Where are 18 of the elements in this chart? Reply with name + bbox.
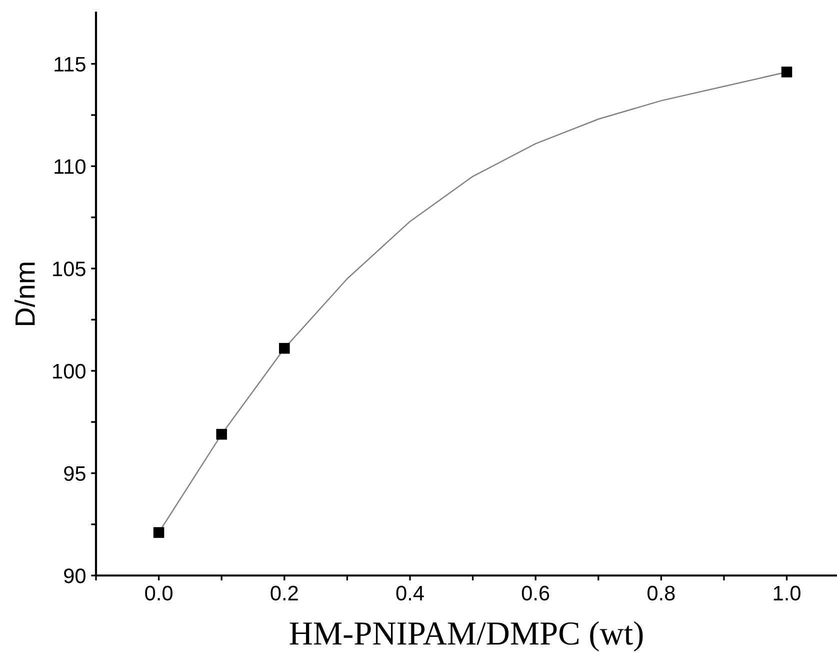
x-tick-label: 1.0 (774, 586, 800, 601)
y-tick-label: 95 (64, 466, 86, 481)
y-tick-label: 110 (54, 159, 86, 174)
point (279, 342, 290, 354)
y-tick-label: 90 (64, 568, 86, 584)
point (781, 66, 792, 78)
x-tick-label: 0.6 (522, 586, 550, 601)
x-tick-label: 0.4 (396, 586, 424, 601)
x-tick-label: 0.2 (270, 586, 298, 601)
point (153, 527, 164, 538)
y-axis-title: D/nm (14, 262, 35, 326)
y-tick-label: 105 (53, 262, 86, 276)
point (216, 428, 227, 440)
y-tick-label: 100 (53, 364, 86, 379)
y-tick-label: 115 (54, 57, 86, 72)
x-axis-title: HM-PNIPAM/DMPC (wt) (290, 621, 643, 652)
x-tick-label: 0.8 (648, 586, 675, 601)
x-tick-label: 0.0 (145, 586, 172, 601)
